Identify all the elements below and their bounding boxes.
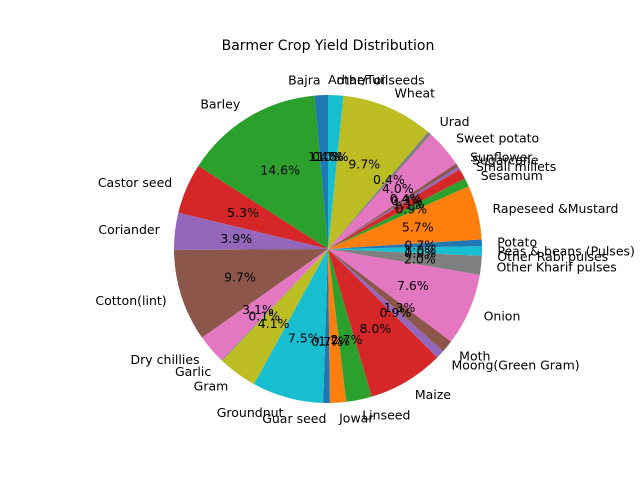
slice-percent-maize: 8.0% xyxy=(359,321,391,336)
slice-label-moong-green-gram: Moong(Green Gram) xyxy=(451,357,579,372)
pie-slice-jowar xyxy=(328,249,347,403)
pie-slice-maize xyxy=(328,249,438,397)
pie-slice-moong-green-gram xyxy=(328,249,444,358)
slice-label-groundnut: Groundnut xyxy=(217,405,284,420)
slice-label-peas-beans-pulses: Peas & beans (Pulses) xyxy=(497,244,635,259)
slice-percent-jowar: 1.7% xyxy=(318,334,350,349)
slice-label-sesamum: Sesamum xyxy=(481,168,543,183)
pie-slice-bajra xyxy=(314,95,328,249)
pie-slice-guar-seed xyxy=(323,249,330,404)
slice-label-potato: Potato xyxy=(497,235,537,250)
pie-slice-linseed xyxy=(328,249,372,402)
slice-percent-arhar-tur: 0.0% xyxy=(312,149,344,164)
pie-slice-moth xyxy=(328,249,452,352)
slice-percent-sesamum: 0.9% xyxy=(395,202,427,217)
slice-percent-garlic: 0.1% xyxy=(248,308,280,323)
slice-label-urad: Urad xyxy=(440,114,470,129)
slice-label-guar-seed: Guar seed xyxy=(262,411,326,426)
slice-label-bajra: Bajra xyxy=(288,72,321,87)
pie-slice-sugarcane xyxy=(328,166,460,249)
slice-percent-onion: 7.6% xyxy=(397,278,429,293)
slice-label-garlic: Garlic xyxy=(175,364,211,379)
pie-slice-sweet-potato xyxy=(328,134,457,249)
pie-slice-groundnut xyxy=(254,249,328,403)
slice-percent-sugarcane: 0.3% xyxy=(391,193,423,208)
slice-label-small-millets: Small millets xyxy=(476,159,556,174)
slice-percent-cotton-lint: 9.7% xyxy=(224,270,256,285)
slice-label-cotton-lint: Cotton(lint) xyxy=(95,293,166,308)
pie-slice-wheat xyxy=(328,95,429,250)
pie-slice-onion xyxy=(328,249,480,342)
pie-slice-coriander xyxy=(173,212,328,250)
slice-label-onion: Onion xyxy=(484,309,521,324)
slice-label-gram: Gram xyxy=(194,378,229,393)
slice-label-barley: Barley xyxy=(200,97,241,112)
slice-percent-moth: 1.3% xyxy=(384,300,416,315)
slice-percent-other-kharif-pulses: 2.0% xyxy=(404,251,436,266)
slice-percent-linseed: 2.7% xyxy=(331,332,363,347)
slice-label-wheat: Wheat xyxy=(395,86,436,101)
slice-percent-guar-seed: 0.7% xyxy=(311,334,343,349)
slice-percent-barley: 14.6% xyxy=(260,162,300,177)
pie-slice-peas-beans-pulses xyxy=(328,246,482,256)
slice-percent-potato: 0.7% xyxy=(404,238,436,253)
slice-percent-labels: 0.0%1.4%14.6%5.3%3.9%9.7%3.1%0.1%4.1%7.5… xyxy=(220,149,436,349)
slice-label-jowar: Jowar xyxy=(338,411,374,426)
slice-percent-sweet-potato: 4.0% xyxy=(382,181,414,196)
slice-percent-wheat: 9.7% xyxy=(348,157,380,172)
slice-label-sweet-potato: Sweet potato xyxy=(456,131,539,146)
slice-label-other-rabi-pulses: Other Rabi pulses xyxy=(497,249,608,264)
slice-labels: Arhar/Tur Bajra Barley Castor seed Coriander… xyxy=(95,72,635,426)
slice-label-other-kharif-pulses: Other Kharif pulses xyxy=(496,259,616,274)
slice-label-sugarcane: Sugarcane xyxy=(472,152,539,167)
slice-label-linseed: Linseed xyxy=(362,407,410,422)
slice-label-rapeseed-mustard: Rapeseed &Mustard xyxy=(493,201,619,216)
slice-percent-urad: 0.4% xyxy=(373,172,405,187)
slice-percent-dry-chillies: 3.1% xyxy=(242,302,274,317)
slice-label-dry-chillies: Dry chillies xyxy=(131,352,200,367)
slice-percent-gram: 4.1% xyxy=(258,316,290,331)
slice-percent-other-rabi-pulses: 0.0% xyxy=(404,246,436,261)
slice-percent-coriander: 3.9% xyxy=(220,231,252,246)
pie-slices xyxy=(173,95,482,404)
slice-percent-other-oilseeds: 1.6% xyxy=(317,149,349,164)
pie-slice-castor-seed xyxy=(178,165,328,249)
pie-slice-sunflower xyxy=(328,163,459,249)
slice-label-moth: Moth xyxy=(459,349,490,364)
slice-percent-rapeseed-mustard: 5.7% xyxy=(402,219,434,234)
pie-slice-dry-chillies xyxy=(202,249,328,361)
slice-percent-peas-beans-pulses: 1.0% xyxy=(405,243,437,258)
pie-slice-rapeseed-mustard xyxy=(328,186,482,249)
pie-slice-barley xyxy=(198,95,328,249)
pie-slice-sesamum xyxy=(328,178,469,249)
slice-label-maize: Maize xyxy=(415,387,451,402)
slice-label-castor-seed: Castor seed xyxy=(98,175,172,190)
slice-label-coriander: Coriander xyxy=(98,222,160,237)
slice-percent-small-millets: 1.1% xyxy=(393,196,425,211)
pie-slice-other-oilseeds xyxy=(328,95,344,249)
slice-percent-bajra: 1.4% xyxy=(308,149,340,164)
slice-percent-moong-green-gram: 0.9% xyxy=(379,305,411,320)
chart-title: Barmer Crop Yield Distribution xyxy=(222,38,435,54)
pie-slice-potato xyxy=(328,239,482,249)
slice-label-sunflower: Sunflower xyxy=(470,149,533,164)
pie-slice-other-kharif-pulses xyxy=(328,249,482,275)
pie-slice-urad xyxy=(328,131,431,249)
slice-label-other-oilseeds: other oilseeds xyxy=(336,72,424,87)
pie-slice-cotton-lint xyxy=(174,249,328,338)
pie-slice-garlic xyxy=(221,249,328,361)
slice-label-arhar-tur: Arhar/Tur xyxy=(328,72,386,87)
pie-slice-gram xyxy=(222,249,328,385)
slice-percent-groundnut: 7.5% xyxy=(288,331,320,346)
slice-percent-castor-seed: 5.3% xyxy=(227,205,259,220)
pie-slice-small-millets xyxy=(328,169,465,249)
slice-percent-sunflower: 0.4% xyxy=(390,191,422,206)
